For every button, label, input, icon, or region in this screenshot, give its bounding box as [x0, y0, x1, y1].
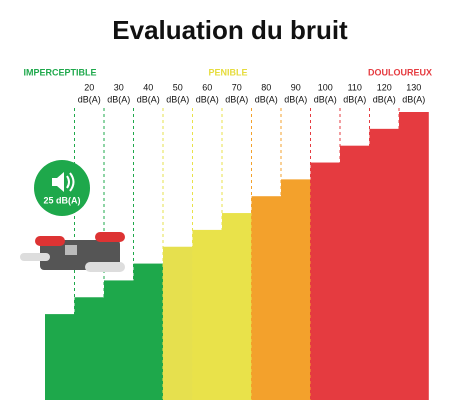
- bar: [340, 145, 370, 400]
- bar: [133, 263, 164, 400]
- zone-label: IMPERCEPTIBLE: [23, 67, 96, 77]
- x-tick-label: 90: [291, 82, 301, 92]
- x-tick-label: 120: [377, 82, 392, 92]
- bar: [192, 229, 223, 400]
- x-tick-unit: dB(A): [284, 94, 307, 104]
- x-tick-unit: dB(A): [225, 94, 248, 104]
- x-tick-unit: dB(A): [196, 94, 219, 104]
- x-tick-label: 110: [348, 82, 362, 92]
- bar: [399, 112, 429, 400]
- x-tick-label: 20: [84, 82, 94, 92]
- x-tick-unit: dB(A): [78, 94, 101, 104]
- x-tick-label: 40: [143, 82, 153, 92]
- bar: [104, 280, 134, 400]
- x-tick-unit: dB(A): [402, 94, 425, 104]
- x-tick-unit: dB(A): [107, 94, 130, 104]
- bar: [222, 213, 252, 400]
- x-tick-label: 60: [202, 82, 212, 92]
- x-tick-unit: dB(A): [166, 94, 189, 104]
- bar: [310, 162, 341, 400]
- x-tick-unit: dB(A): [373, 94, 396, 104]
- badge: 25 dB(A): [34, 160, 90, 216]
- x-tick-unit: dB(A): [255, 94, 278, 104]
- zone-label: PENIBLE: [208, 67, 247, 77]
- x-tick-unit: dB(A): [137, 94, 160, 104]
- bar: [45, 314, 75, 400]
- x-tick-label: 70: [232, 82, 242, 92]
- bar: [251, 196, 282, 400]
- x-tick-label: 80: [261, 82, 271, 92]
- x-tick-unit: dB(A): [314, 94, 337, 104]
- x-tick-label: 50: [173, 82, 183, 92]
- chart-title: Evaluation du bruit: [112, 15, 348, 45]
- zone-label: DOULOUREUX: [368, 67, 432, 77]
- bar: [163, 246, 193, 400]
- x-tick-label: 100: [318, 82, 333, 92]
- x-tick-label: 30: [114, 82, 124, 92]
- bar: [74, 297, 105, 400]
- x-tick-unit: dB(A): [343, 94, 366, 104]
- x-tick-label: 130: [406, 82, 421, 92]
- bar: [369, 128, 400, 400]
- bar: [281, 179, 311, 400]
- machine-illustration: [20, 232, 125, 272]
- badge-label: 25 dB(A): [43, 195, 80, 205]
